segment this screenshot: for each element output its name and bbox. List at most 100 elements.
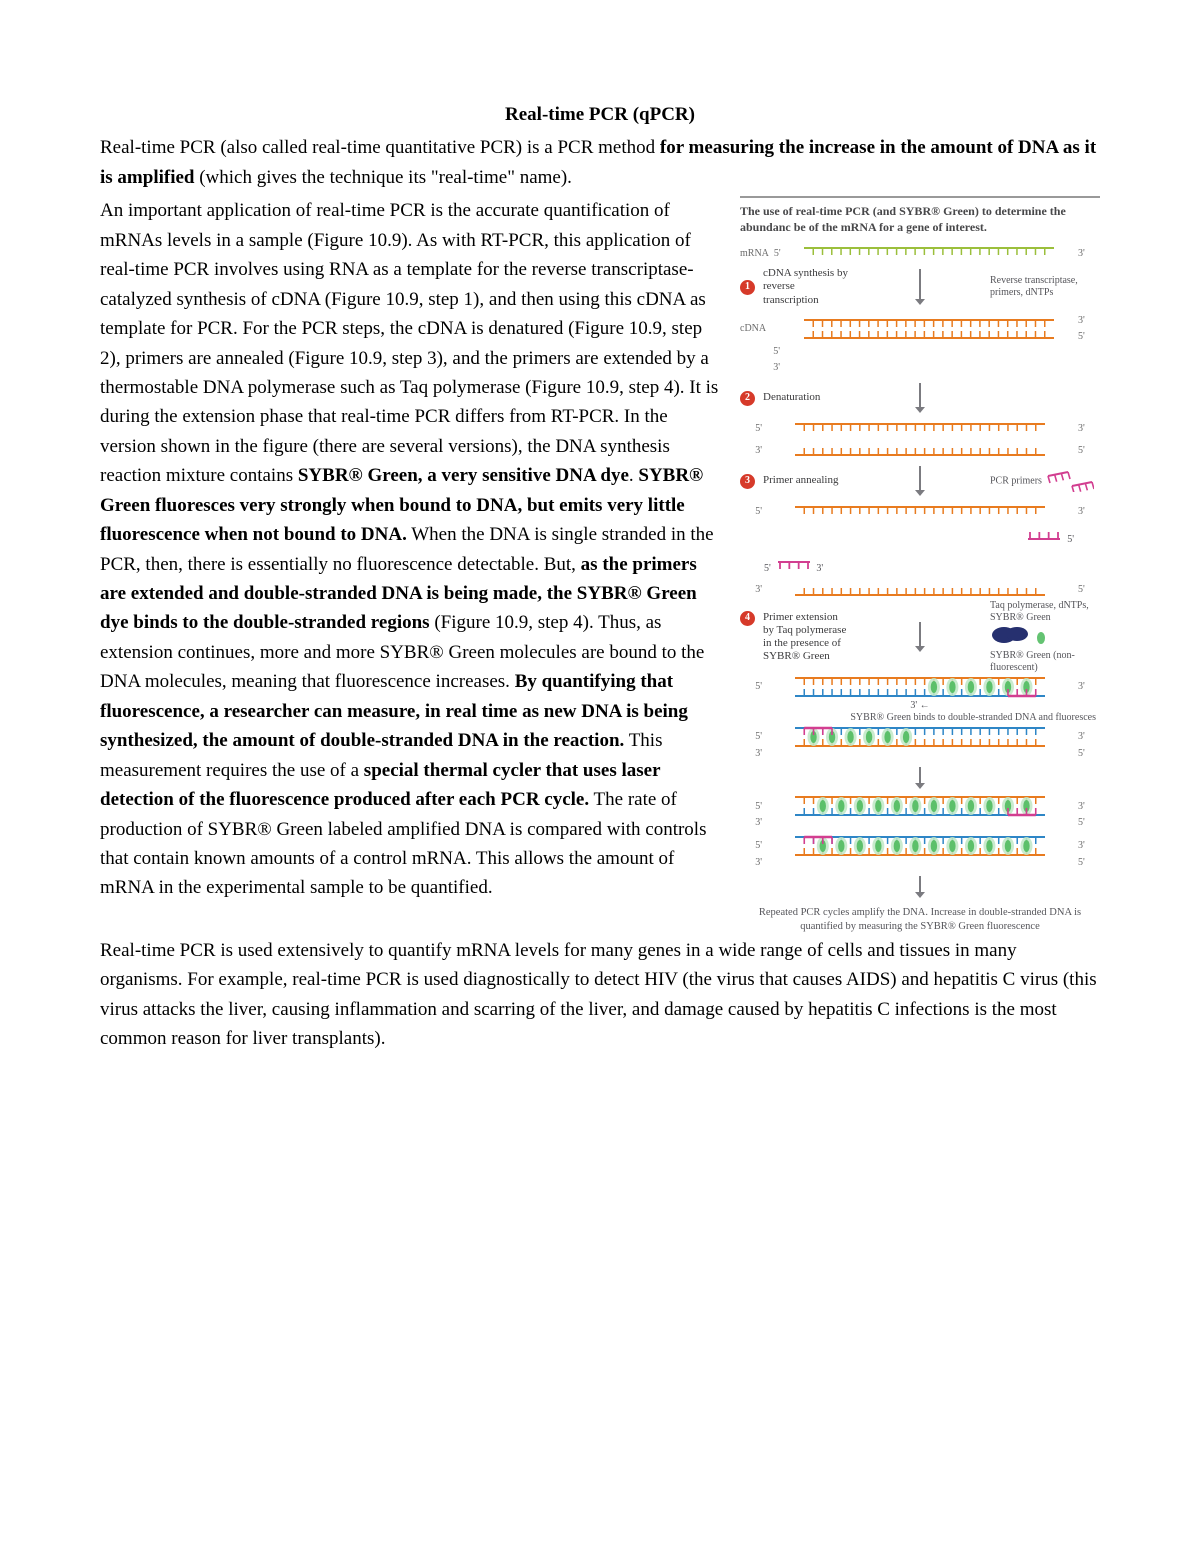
intro-text-c: (which gives the technique its "real-tim… xyxy=(194,167,571,188)
rt-annotation: Reverse transcriptase, primers, dNTPs xyxy=(990,275,1100,299)
three-prime-label: 3' xyxy=(910,700,917,711)
step-label-3: Primer annealing xyxy=(763,474,838,487)
taq-polymerase-icon xyxy=(990,624,1030,646)
three-prime-label: 3' xyxy=(740,443,766,459)
annealed-primer-bottom: 5' xyxy=(740,522,1100,551)
ext2-bottom: 5' 3' xyxy=(740,835,1100,857)
annealed-bottom: 3' 5' xyxy=(740,582,1100,598)
five-prime-label: 5' xyxy=(740,679,766,695)
annealed-top: 5' 3' xyxy=(740,504,1100,520)
arrow-down-icon xyxy=(911,381,929,415)
five-prime-label: 5' xyxy=(1067,534,1074,545)
arrow-down-icon xyxy=(911,267,929,307)
ext2-bottom-rev: 3' 5' xyxy=(740,855,1100,871)
annealed-top-strand-icon xyxy=(766,505,1074,519)
five-prime-label: 5' xyxy=(1074,443,1100,459)
ext1-new-label: 3' ← xyxy=(740,700,1100,712)
cdna-row-labels: 5'3' xyxy=(740,344,1100,375)
mrna-strand-row: mRNA 5' 3' xyxy=(740,246,1100,262)
step-label-2: Denaturation xyxy=(763,391,820,404)
ext1-bottom-rev: 3' 5' xyxy=(740,746,1100,762)
step2-row: 2 Denaturation xyxy=(740,377,1100,419)
three-prime-label: 3' xyxy=(740,582,766,598)
extension-partial-bottom-icon xyxy=(766,726,1074,748)
primer-bound-icon xyxy=(1026,530,1062,542)
annealed-primer-top: 5' 3' xyxy=(740,551,1100,580)
five-prime-label: 5' xyxy=(1074,746,1100,762)
five-prime-label: 5' xyxy=(1074,855,1100,871)
cdna-double-strand-icon xyxy=(784,318,1074,340)
step-label-4: Primer extension by Taq polymerase in th… xyxy=(763,611,850,664)
annealed-bottom-strand-icon xyxy=(766,583,1074,597)
single-strand-up-icon xyxy=(766,443,1074,457)
three-prime-label: 3' xyxy=(740,815,766,831)
three-prime-label: 3' xyxy=(816,563,823,574)
arrow-down-icon xyxy=(911,765,929,791)
body-text-column: An important application of real-time PC… xyxy=(100,196,722,903)
sybr-binds-annotation: SYBR® Green binds to double-stranded DNA… xyxy=(740,712,1100,724)
ext1-top: 5' 3' xyxy=(740,676,1100,698)
five-prime-label: 5' xyxy=(764,563,771,574)
step4-row: 4 Primer extension by Taq polymerase in … xyxy=(740,600,1100,674)
three-prime-label: 3' xyxy=(773,362,780,373)
intro-paragraph: Real-time PCR (also called real-time qua… xyxy=(100,133,1100,192)
extension-full-icon xyxy=(766,795,1074,817)
extension-partial-top-icon xyxy=(766,676,1074,698)
five-prime-label: 5' xyxy=(1074,815,1100,831)
primer-bound-icon xyxy=(776,559,812,571)
five-prime-label: 5' xyxy=(740,729,766,745)
intro-text-a: Real-time PCR (also called real-time qua… xyxy=(100,137,660,158)
arrow-down-icon xyxy=(911,874,929,900)
figure-title: The use of real-time PCR (and SYBR® Gree… xyxy=(740,204,1100,235)
primer-icon xyxy=(1044,470,1094,492)
three-prime-label: 3'5' xyxy=(1074,313,1100,344)
taq-annotation: Taq polymerase, dNTPs, SYBR® Green xyxy=(990,600,1089,623)
five-prime-label: 5' xyxy=(1074,582,1100,598)
three-prime-label: 3' xyxy=(1074,246,1100,262)
step-badge-2: 2 xyxy=(740,391,755,406)
three-prime-label: 3' xyxy=(1074,504,1100,520)
cdna-label: cDNA xyxy=(740,323,766,334)
closing-paragraph: Real-time PCR is used extensively to qua… xyxy=(100,936,1100,1054)
body-b1: SYBR® Green, a very sensitive DNA dye xyxy=(298,465,629,486)
sybr-nonfluor-annotation: SYBR® Green (non-fluorescent) xyxy=(990,650,1075,673)
step3-row: 3 Primer annealing PCR primers xyxy=(740,460,1100,502)
five-prime-label: 5' xyxy=(774,248,781,259)
sybr-nonfluor-icon xyxy=(1033,630,1049,646)
step-badge-4: 4 xyxy=(740,611,755,626)
denatured-top: 5' 3' xyxy=(740,421,1100,437)
mrna-label-text: mRNA xyxy=(740,248,769,259)
denatured-bottom: 3' 5' xyxy=(740,443,1100,459)
ext2-top-rev: 3' 5' xyxy=(740,815,1100,831)
three-prime-label: 3' xyxy=(740,855,766,871)
five-prime-label: 5' xyxy=(740,504,766,520)
step-badge-1: 1 xyxy=(740,280,755,295)
five-prime-label: 5' xyxy=(740,799,766,815)
body-p2: An important application of real-time PC… xyxy=(100,200,718,486)
pcr-primers-annotation: PCR primers xyxy=(990,475,1042,486)
mrna-label: mRNA 5' xyxy=(740,246,784,262)
step-badge-3: 3 xyxy=(740,474,755,489)
step-label-1: cDNA synthesis by reverse transcription xyxy=(763,267,850,307)
body-p3: . xyxy=(629,465,639,486)
five-prime-label: 5' xyxy=(740,421,766,437)
three-prime-label: 3' xyxy=(1074,421,1100,437)
five-prime-label: 5' xyxy=(773,346,780,357)
mrna-strand-icon xyxy=(784,246,1074,260)
five-prime-text: 5' xyxy=(1078,331,1085,342)
three-prime-text: 3' xyxy=(1078,315,1085,326)
document-page: Real-time PCR (qPCR) Real-time PCR (also… xyxy=(0,0,1200,1113)
figure-column: The use of real-time PCR (and SYBR® Gree… xyxy=(740,196,1100,933)
ext1-bottom: 5' 3' xyxy=(740,726,1100,748)
step1-row: 1 cDNA synthesis by reverse transcriptio… xyxy=(740,263,1100,311)
page-title: Real-time PCR (qPCR) xyxy=(100,100,1100,129)
ext2-top: 5' 3' xyxy=(740,795,1100,817)
arrow-down-icon xyxy=(911,620,929,654)
single-strand-down-icon xyxy=(766,422,1074,436)
extension-full-icon xyxy=(766,835,1074,857)
two-column-layout: An important application of real-time PC… xyxy=(100,196,1100,933)
figure-caption: Repeated PCR cycles amplify the DNA. Inc… xyxy=(740,906,1100,933)
three-prime-label: 3' xyxy=(1074,799,1100,815)
three-prime-label: 3' xyxy=(740,746,766,762)
three-prime-label: 3' xyxy=(1074,679,1100,695)
